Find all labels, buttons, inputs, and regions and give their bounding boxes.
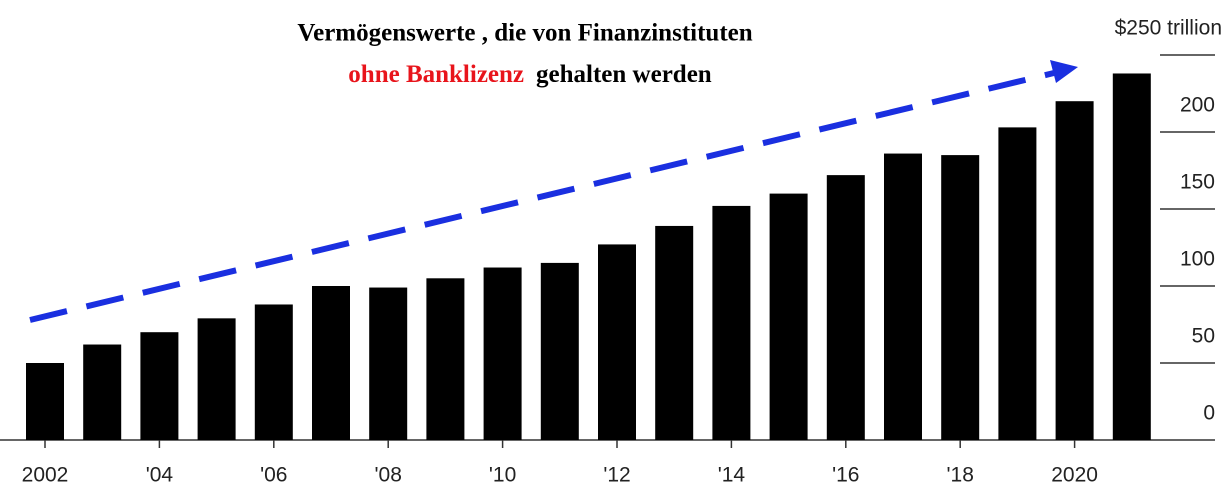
bar [483,267,522,440]
bar [540,262,579,440]
y-tick-label: 150 [1180,171,1215,194]
bar [712,205,751,440]
arrow-head [1050,60,1078,83]
chart-title-line: ohne Banklizenz gehalten werden [348,61,712,88]
x-tick-label: '04 [146,464,174,487]
bar [941,155,980,440]
bar [140,332,179,440]
trend-arrow [29,69,1059,323]
title-end: gehalten werden [536,61,712,88]
y-tick-label: 50 [1192,325,1215,348]
bar [312,286,350,440]
title-highlight: ohne Banklizenz [348,61,524,88]
bar [83,344,122,440]
x-tick-label: '08 [375,464,402,487]
bar [598,244,636,440]
bar [197,318,236,440]
bar [1112,73,1151,440]
bar [884,153,922,440]
chart-title: Vermögenswerte , die von Finanzinstitute… [297,20,752,47]
y-tick-label: 200 [1180,94,1215,117]
bar [369,287,408,440]
x-tick-label: '10 [489,464,516,487]
y-tick-label: $250 trillion [1115,17,1222,40]
y-tick-label: 100 [1180,248,1215,271]
bar [998,127,1037,440]
y-tick-label: 0 [1203,402,1215,425]
bar [769,193,808,440]
x-tick-label: '12 [603,464,630,487]
bar [254,304,293,440]
bar [1055,101,1094,440]
x-tick-label: '06 [260,464,287,487]
bar [826,175,865,440]
x-tick-label: 2020 [1051,464,1098,487]
x-tick-label: 2002 [22,464,69,487]
bar [655,225,694,440]
bar [26,363,64,440]
x-tick-label: '16 [832,464,859,487]
x-tick-label: '18 [947,464,974,487]
x-tick-label: '14 [718,464,746,487]
bar [426,278,465,440]
